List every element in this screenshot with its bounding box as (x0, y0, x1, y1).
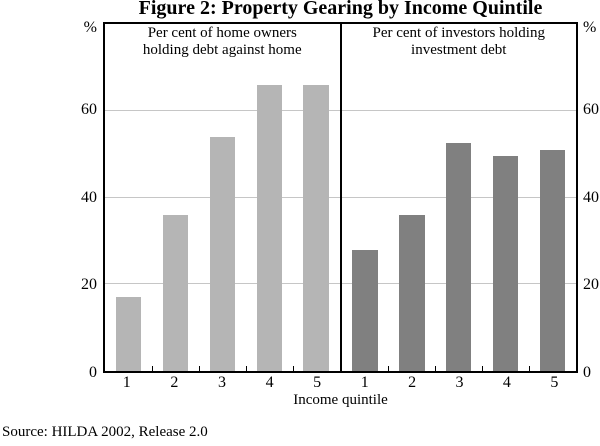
bar-home-owners-q4 (256, 84, 282, 371)
bar-investors-q3 (446, 143, 472, 371)
bar-slot-home-owners-q5 (293, 24, 340, 371)
x-axis-tick (245, 366, 247, 371)
y-tick-label-left-60: 60 (81, 100, 97, 118)
panel-investors: Per cent of investors holding investment… (339, 24, 577, 371)
x-tick-label-2: 2 (408, 374, 417, 391)
y-tick-label-left-0: 0 (89, 364, 97, 381)
bar-home-owners-q5 (303, 84, 329, 371)
panel-home-owners: Per cent of home owners holding debt aga… (105, 24, 340, 371)
x-tick-label-1: 1 (360, 374, 369, 391)
x-axis-tick (292, 366, 294, 371)
x-tick-label-5: 5 (550, 374, 559, 391)
x-axis-tick (388, 366, 390, 371)
y-tick-label-right-40: 40 (583, 188, 599, 206)
bar-home-owners-q2 (162, 214, 189, 371)
x-axis-tick (482, 366, 484, 371)
x-tick-labels-investors: 1 2 3 4 5 (341, 375, 578, 391)
bar-slot-home-owners-q1 (105, 24, 152, 371)
y-tick-label-left-40: 40 (81, 188, 97, 206)
y-axis-left: % 60 40 20 0 (0, 19, 97, 381)
bars-home-owners (105, 24, 340, 371)
x-tick-label-1: 1 (122, 374, 131, 391)
x-axis-title: Income quintile (293, 392, 388, 408)
source-note: Source: HILDA 2002, Release 2.0 (2, 424, 208, 440)
x-tick-label-5: 5 (313, 374, 322, 391)
bar-slot-home-owners-q2 (152, 24, 199, 371)
bar-slot-investors-q3 (435, 24, 482, 371)
bar-investors-q4 (493, 156, 519, 371)
x-axis-tick (198, 366, 200, 371)
bar-slot-investors-q4 (482, 24, 529, 371)
x-tick-labels-home-owners: 1 2 3 4 5 (103, 375, 341, 391)
bar-investors-q1 (352, 249, 378, 371)
y-axis-unit-left: % (83, 19, 97, 36)
x-axis-tick (529, 366, 531, 371)
x-tick-label-2: 2 (170, 374, 179, 391)
x-axis-tick (435, 366, 437, 371)
y-tick-label-right-0: 0 (583, 364, 591, 381)
x-axis-tick (151, 366, 153, 371)
bar-investors-q2 (399, 214, 425, 371)
y-tick-label-right-20: 20 (583, 276, 599, 294)
panel-caption-home-owners: Per cent of home owners holding debt aga… (142, 25, 302, 58)
x-tick-label-4: 4 (265, 374, 274, 391)
bar-slot-investors-q5 (529, 24, 576, 371)
bar-slot-home-owners-q4 (246, 24, 293, 371)
bar-slot-investors-q2 (388, 24, 435, 371)
y-tick-label-left-20: 20 (81, 276, 97, 294)
y-axis-right: % 60 40 20 0 (583, 19, 600, 381)
x-tick-label-4: 4 (502, 374, 511, 391)
panel-caption-investors: Per cent of investors holding investment… (372, 25, 545, 58)
bar-home-owners-q3 (209, 136, 235, 371)
x-tick-label-3: 3 (217, 374, 226, 391)
bar-investors-q5 (539, 149, 566, 371)
bar-slot-investors-q1 (342, 24, 389, 371)
bars-investors (342, 24, 577, 371)
plot-area: Per cent of home owners holding debt aga… (103, 22, 578, 373)
bar-home-owners-q1 (115, 297, 142, 371)
x-tick-label-3: 3 (455, 374, 464, 391)
y-axis-unit-right: % (583, 19, 597, 36)
y-tick-label-right-60: 60 (583, 100, 599, 118)
figure-title: Figure 2: Property Gearing by Income Qui… (138, 0, 543, 19)
bar-slot-home-owners-q3 (199, 24, 246, 371)
